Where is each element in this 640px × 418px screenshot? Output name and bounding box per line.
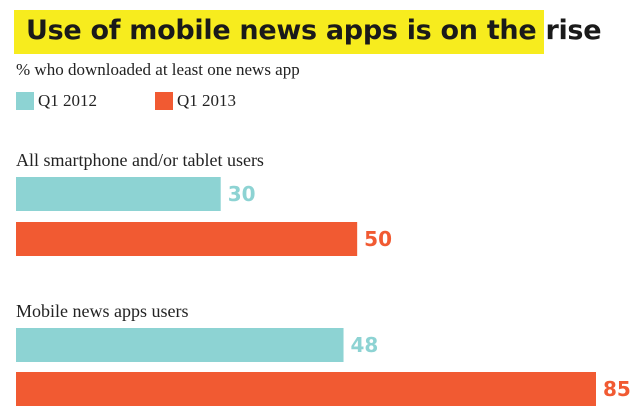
legend-swatch-q1-2013 [155,92,173,110]
chart-subtitle: % who downloaded at least one news app [16,60,300,79]
value-label-q1-2012-mobile-news-apps-users: 48 [351,333,379,357]
chart-title: Use of mobile news apps is on the rise [26,15,602,46]
bar-q1-2013-mobile-news-apps-users [16,372,596,406]
bar-q1-2012-all-smartphone-and-or-tablet-users [16,177,221,211]
value-label-q1-2013-mobile-news-apps-users: 85 [603,377,631,401]
category-label-all-smartphone-and-or-tablet-users: All smartphone and/or tablet users [16,150,264,170]
title-highlight [14,10,544,54]
legend-label-q1-2013: Q1 2013 [177,91,237,110]
bar-q1-2013-all-smartphone-and-or-tablet-users [16,222,358,256]
legend-swatch-q1-2012 [16,92,34,110]
category-label-mobile-news-apps-users: Mobile news apps users [16,301,188,321]
bar-q1-2012-mobile-news-apps-users [16,328,344,362]
legend-label-q1-2012: Q1 2012 [38,91,98,110]
value-label-q1-2013-all-smartphone-and-or-tablet-users: 50 [364,227,392,251]
value-label-q1-2012-all-smartphone-and-or-tablet-users: 30 [228,182,256,206]
